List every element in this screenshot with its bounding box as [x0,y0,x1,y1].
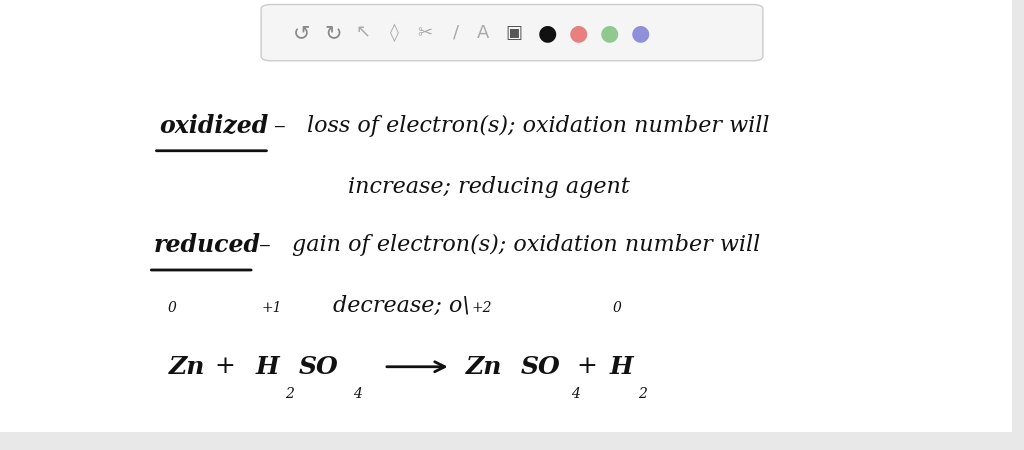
Text: ●: ● [569,23,588,43]
Bar [0,432,1024,450]
Text: 0: 0 [613,301,622,315]
Text: gain of electron(s); oxidation number will: gain of electron(s); oxidation number wi… [292,234,760,256]
Text: ●: ● [539,23,557,43]
Text: ◊: ◊ [390,23,398,42]
Text: SO: SO [299,355,339,379]
Text: ●: ● [600,23,618,43]
Text: ✂: ✂ [418,24,432,42]
Text: H: H [609,355,633,379]
Text: reduced: reduced [154,233,260,257]
Text: Zn: Zn [466,355,503,379]
Text: oxidized: oxidized [159,114,268,138]
Text: /: / [453,24,459,42]
Text: SO: SO [520,355,560,379]
Text: ↖: ↖ [356,24,371,42]
Text: Zn: Zn [169,355,206,379]
Bar [1012,0,1024,432]
FancyBboxPatch shape [261,4,763,61]
Text: +: + [215,355,236,378]
Text: 2: 2 [285,387,294,401]
Text: +2: +2 [471,301,492,315]
Text: –: – [274,114,286,138]
Text: H: H [256,355,280,379]
Text: increase; reducing agent: increase; reducing agent [348,176,630,198]
Text: –: – [259,234,270,257]
Text: 4: 4 [353,387,362,401]
Text: +1: +1 [261,301,282,315]
Text: A: A [477,24,489,42]
Text: ↻: ↻ [324,23,342,43]
Text: decrease; o\: decrease; o\ [333,295,470,317]
Text: +: + [577,355,597,378]
Text: loss of electron(s); oxidation number will: loss of electron(s); oxidation number wi… [307,115,770,137]
Text: ▣: ▣ [506,24,522,42]
Text: 2: 2 [638,387,647,401]
Text: ●: ● [631,23,649,43]
Text: 4: 4 [571,387,581,401]
Text: 0: 0 [168,301,176,315]
Text: ↺: ↺ [293,23,311,43]
